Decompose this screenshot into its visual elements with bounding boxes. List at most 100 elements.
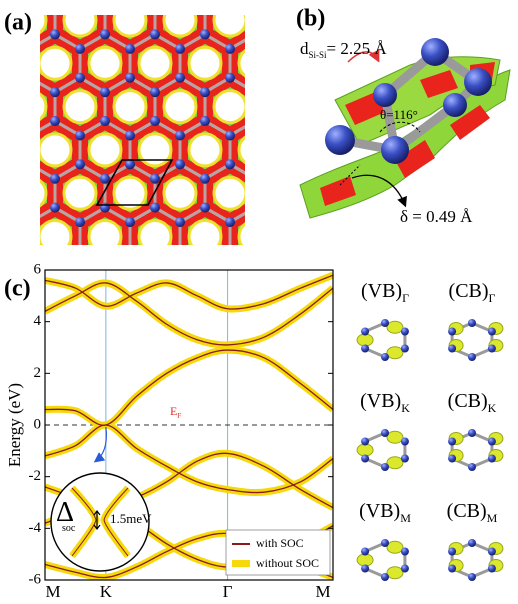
bond	[280, 121, 305, 135]
bond	[5, 34, 30, 48]
bond	[5, 121, 30, 135]
density-bond	[280, 208, 305, 222]
atom	[200, 116, 210, 127]
bond	[155, 0, 180, 6]
atom	[487, 344, 496, 353]
atom	[275, 73, 285, 83]
lobe	[386, 456, 404, 470]
density-bond	[130, 0, 155, 6]
density-bond	[155, 0, 180, 6]
bond	[280, 78, 305, 92]
atom	[361, 454, 370, 463]
atom	[250, 289, 260, 299]
atom	[300, 260, 310, 270]
atom	[325, 159, 335, 169]
hole	[289, 134, 321, 166]
band-with-soc	[45, 424, 333, 494]
bond	[255, 208, 280, 222]
subscript: Si-Si	[309, 50, 328, 60]
density-bond	[224, 242, 236, 245]
hole	[62, 89, 98, 125]
subscript: F	[177, 412, 181, 420]
hole	[212, 175, 245, 211]
lobe	[356, 333, 374, 347]
density-bond	[55, 0, 80, 6]
point: M	[400, 511, 411, 525]
band-with-soc	[45, 349, 333, 426]
state: (CB)	[448, 390, 488, 412]
hole	[112, 15, 148, 38]
atom	[400, 547, 409, 556]
atom	[225, 72, 235, 83]
symbol: Δ	[56, 497, 74, 528]
hole	[187, 45, 223, 81]
atom	[381, 539, 389, 547]
density-bond	[0, 208, 5, 222]
bond	[80, 0, 105, 6]
bond	[155, 251, 180, 265]
orbital-label: (VB)K	[360, 390, 410, 415]
atom	[468, 539, 476, 547]
zoom-arrow	[93, 426, 107, 463]
atom	[100, 87, 110, 98]
hole	[112, 175, 148, 211]
atom	[468, 353, 476, 361]
bond	[0, 208, 5, 222]
bond	[5, 164, 30, 178]
bond	[130, 0, 155, 6]
bond	[205, 0, 230, 6]
atom	[275, 159, 285, 169]
density-bond	[5, 0, 30, 6]
density-bond	[0, 251, 5, 265]
atom	[200, 260, 210, 270]
atom	[100, 29, 110, 40]
bond	[55, 251, 80, 265]
orbital-label: (CB)M	[447, 500, 498, 525]
density-bond	[5, 164, 30, 178]
atom	[0, 116, 10, 126]
atom	[400, 437, 409, 446]
hole	[0, 47, 21, 79]
buckling: δ = 0.49 Å	[400, 207, 473, 226]
atom	[50, 29, 60, 40]
bond	[280, 208, 305, 222]
bond	[280, 164, 305, 178]
atom	[25, 159, 35, 169]
charge-density-map	[0, 0, 335, 299]
bond	[180, 0, 205, 6]
lobe	[356, 553, 374, 567]
orbital-label: (CB)Γ	[449, 280, 496, 305]
density-bond	[180, 0, 205, 6]
atom	[250, 1, 260, 11]
density-bond	[74, 242, 86, 245]
density-bond	[0, 78, 5, 92]
atom	[175, 217, 185, 228]
atom	[200, 202, 210, 213]
density-bond	[255, 251, 280, 265]
bond	[255, 78, 280, 92]
density-bond	[230, 0, 255, 6]
atom	[175, 246, 185, 256]
bond	[255, 0, 280, 6]
atom	[487, 437, 496, 446]
atom	[225, 217, 235, 228]
bond-length: dSi-Si= 2.25 Å	[300, 39, 387, 60]
density-patch	[320, 62, 495, 206]
bond	[5, 251, 30, 265]
orbital-label: (VB)M	[359, 500, 411, 525]
bond	[130, 0, 155, 6]
structure-view: dSi-Si= 2.25 Å θ=116° δ = 0.49 Å	[299, 38, 511, 226]
density-bond	[5, 121, 30, 135]
hole	[137, 132, 173, 168]
x-tick-label: Γ	[223, 582, 233, 601]
atom	[487, 454, 496, 463]
y-tick-label: -4	[29, 520, 42, 536]
atom	[381, 353, 389, 361]
density-bond	[205, 0, 230, 6]
atom	[300, 87, 310, 97]
hole	[237, 222, 245, 245]
bond	[55, 0, 80, 6]
lobe	[386, 320, 404, 334]
bond	[80, 251, 105, 265]
density-bond	[280, 164, 305, 178]
